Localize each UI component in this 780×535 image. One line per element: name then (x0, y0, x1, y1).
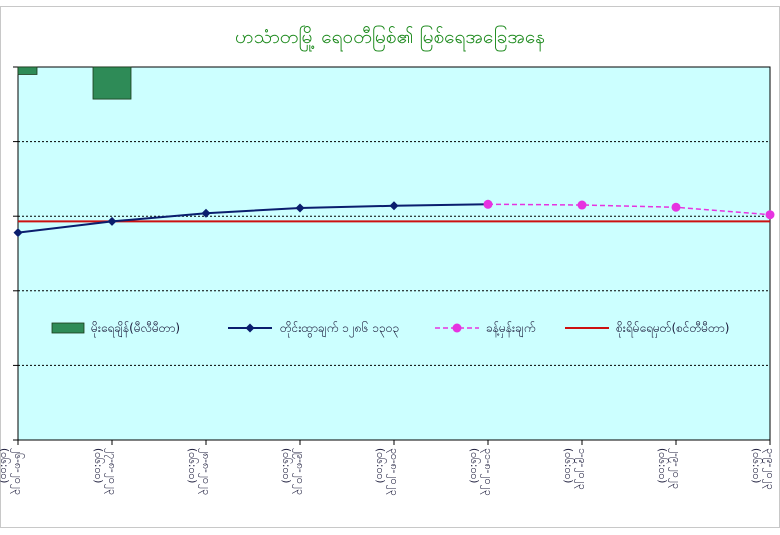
x-tick-label-8: ၃-၉-၂၀၂၃(၀၆:၀၀) (750, 448, 776, 490)
rainfall-bar-0 (17, 66, 38, 75)
forecast-line (487, 203, 771, 216)
x-tick-label-4-line-0: ၃၀-၈-၂၀၂၃ (386, 448, 400, 496)
forecast-point-6 (577, 200, 587, 210)
observed-point-1 (107, 216, 117, 226)
x-tick-label-7-line-1: (၀၆:၀၀) (656, 448, 669, 483)
x-tick-label-5-line-0: ၃၁-၈-၂၀၂၃ (480, 448, 494, 496)
x-tick-label-8-line-1: (၀၆:၀၀) (750, 448, 763, 483)
x-tick-label-1-line-1: (၀၆:၀၀) (92, 448, 105, 483)
x-tick-label-7-line-0: ၂-၉-၂၀၂၃ (668, 448, 682, 489)
legend-label-1: တိုင်းထွာချက် ၁၂၈၆ ၁၃၀၃ (280, 320, 399, 338)
x-tick-label-7: ၂-၉-၂၀၂၃(၀၆:၀၀) (656, 448, 682, 489)
x-tick-label-1-line-0: ၂၇-၈-၂၀၂၃ (104, 448, 118, 495)
observed-point-0 (13, 228, 23, 238)
legend-swatch-rainfall (51, 322, 85, 334)
x-tick-label-2-line-0: ၂၈-၈-၂၀၂၃ (198, 448, 212, 495)
x-tick-label-1: ၂၇-၈-၂၀၂၃(၀၆:၀၀) (92, 448, 118, 495)
observed-point-4 (389, 201, 399, 211)
legend-swatch-observed-marker (245, 323, 255, 333)
x-tick-label-3-line-1: (၀၆:၀၀) (280, 448, 293, 483)
x-tick-label-3-line-0: ၂၉-၈-၂၀၂၃ (292, 448, 306, 495)
x-tick-label-3: ၂၉-၈-၂၀၂၃(၀၆:၀၀) (280, 448, 306, 495)
forecast-point-8 (765, 210, 775, 220)
x-tick-label-4-line-1: (၀၆:၀၀) (374, 448, 387, 483)
x-tick-label-8-line-0: ၃-၉-၂၀၂၃ (762, 448, 776, 490)
chart-title: ဟသံာတမြို့ ရေ၀တီမြစ်၏ မြစ်ရေအခြေအနေ (235, 24, 545, 52)
forecast-point-5 (483, 199, 493, 209)
legend-label-3: စိုးရိမ်ရေမှတ်(စင်တီမီတာ) (616, 320, 729, 338)
x-tick-label-2: ၂၈-၈-၂၀၂၃(၀၆:၀၀) (186, 448, 212, 495)
x-axis: ၂၆-၈-၂၀၂၃(၀၆:၀၀) ၂၇-၈-၂၀၂၃(၀၆:၀၀) ၂၈-၈-၂၀၂… (0, 440, 776, 496)
x-tick-label-0: ၂၆-၈-၂၀၂၃(၀၆:၀၀) (0, 448, 25, 495)
series-marks (13, 66, 775, 238)
plot-area (17, 66, 771, 441)
x-tick-label-5-line-1: (၀၆:၀၀) (468, 448, 481, 483)
legend-label-2: ခန့်မှန်းချက် (486, 320, 535, 338)
legend-swatch-forecast-marker (452, 323, 462, 333)
x-tick-label-0-line-0: ၂၆-၈-၂၀၂၃ (10, 448, 25, 495)
x-tick-label-2-line-1: (၀၆:၀၀) (186, 448, 199, 483)
legend: မိုးရေချိန်(မီလီမီတာ) တိုင်းထွာချက် ၁၂၈၆ … (51, 320, 729, 338)
x-tick-label-0-line-1: (၀၆:၀၀) (0, 448, 11, 483)
x-tick-label-6: ၁-၉-၂၀၂၃(၀၆:၀၀) (562, 448, 588, 490)
observed-point-2 (201, 208, 211, 218)
observed-line (17, 203, 489, 234)
gridlines (18, 141, 770, 366)
y-axis (13, 66, 18, 441)
x-tick-label-6-line-0: ၁-၉-၂၀၂၃ (574, 448, 588, 490)
x-tick-label-4: ၃၀-၈-၂၀၂၃(၀၆:၀၀) (374, 448, 400, 496)
forecast-point-7 (671, 202, 681, 212)
legend-label-0: မိုးရေချိန်(မီလီမီတာ) (91, 320, 180, 338)
x-tick-label-6-line-1: (၀၆:၀၀) (562, 448, 575, 483)
rainfall-bar-1 (92, 66, 132, 100)
observed-point-3 (295, 203, 305, 213)
x-tick-label-5: ၃၁-၈-၂၀၂၃(၀၆:၀၀) (468, 448, 494, 496)
